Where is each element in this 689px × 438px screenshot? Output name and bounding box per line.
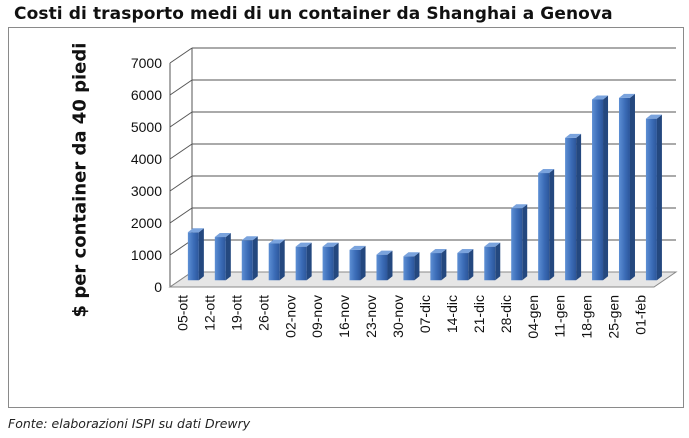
y-tick-label: 2000 bbox=[131, 215, 162, 231]
x-tick-label: 23-nov bbox=[363, 295, 379, 338]
bar bbox=[484, 242, 501, 281]
x-tick-label: 09-nov bbox=[309, 295, 325, 338]
bar bbox=[430, 249, 447, 281]
gridline bbox=[169, 79, 676, 96]
y-tick-label: 0 bbox=[154, 279, 162, 295]
x-tick-label: 28-dic bbox=[498, 295, 514, 333]
bar bbox=[511, 204, 528, 281]
bar bbox=[187, 228, 204, 281]
bar bbox=[645, 114, 662, 281]
bar bbox=[322, 242, 339, 281]
bar bbox=[457, 249, 474, 281]
x-tick-label: 11-gen bbox=[552, 295, 568, 338]
x-tick-label: 05-ott bbox=[174, 295, 190, 331]
x-tick-label: 01-feb bbox=[633, 295, 649, 335]
bar bbox=[214, 233, 231, 281]
y-tick-label: 1000 bbox=[131, 247, 162, 263]
x-tick-label: 12-ott bbox=[201, 295, 217, 331]
x-tick-label: 25-gen bbox=[606, 295, 622, 339]
x-tick-label: 19-ott bbox=[228, 295, 244, 331]
x-tick-label: 02-nov bbox=[282, 295, 298, 338]
x-tick-label: 04-gen bbox=[525, 295, 541, 339]
bar bbox=[268, 239, 285, 281]
x-tick-label: 14-dic bbox=[444, 295, 460, 333]
bar bbox=[592, 95, 609, 281]
x-tick-label: 30-nov bbox=[390, 295, 406, 338]
chart-title: Costi di trasporto medi di un container … bbox=[14, 4, 613, 24]
y-tick-label: 5000 bbox=[131, 119, 162, 135]
y-tick-label: 6000 bbox=[131, 87, 162, 103]
bar bbox=[403, 252, 420, 281]
bar bbox=[376, 250, 393, 281]
y-tick-label: 3000 bbox=[131, 183, 162, 199]
bar bbox=[349, 245, 366, 281]
bar bbox=[538, 169, 555, 281]
y-tick-label: 4000 bbox=[131, 151, 162, 167]
x-tick-label: 16-nov bbox=[336, 295, 352, 338]
source-note: Fonte: elaborazioni ISPI su dati Drewry bbox=[8, 416, 251, 431]
bar bbox=[295, 242, 312, 281]
x-tick-label: 26-ott bbox=[255, 295, 271, 331]
x-tick-label: 21-dic bbox=[471, 295, 487, 333]
y-tick-label: 7000 bbox=[131, 55, 162, 71]
gridline bbox=[169, 47, 676, 64]
bar bbox=[618, 93, 635, 281]
x-tick-label: 07-dic bbox=[417, 295, 433, 333]
bar bbox=[241, 236, 258, 281]
x-tick-label: 18-gen bbox=[579, 295, 595, 339]
bar bbox=[565, 133, 582, 281]
